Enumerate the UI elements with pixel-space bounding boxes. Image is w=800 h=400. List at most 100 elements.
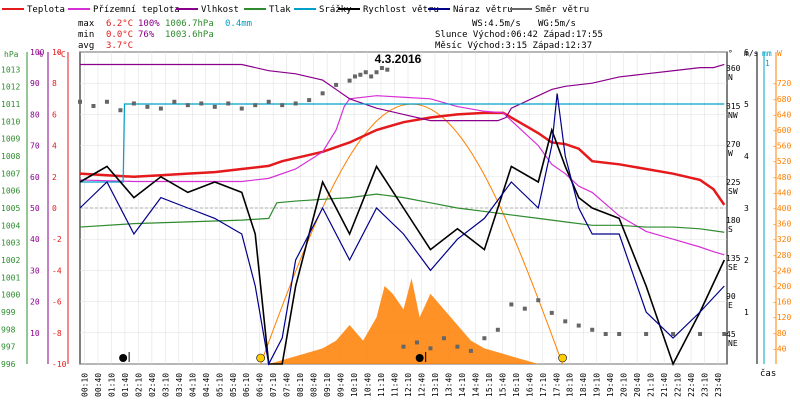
temperature-tick-label: 2	[52, 173, 57, 182]
stats-min-temp: 0.0°C	[106, 30, 133, 40]
x-tick-label: 11:10	[377, 373, 386, 397]
pressure-tick-label: 1005	[1, 204, 20, 213]
wind-direction-point	[118, 108, 123, 113]
wind-direction-point	[172, 99, 177, 104]
x-tick-label: 06:10	[242, 373, 251, 397]
x-tick-label: 00:40	[94, 373, 103, 397]
series-line-vlhkost	[80, 63, 725, 122]
wind-tick-label: 1	[744, 308, 749, 317]
stats-min-hum: 76%	[138, 30, 155, 40]
x-tick-label: 09:10	[323, 373, 332, 397]
direction-tick-dir: NW	[728, 111, 738, 120]
pressure-tick-label: 999	[1, 308, 16, 317]
direction-tick-dir: E	[728, 301, 733, 310]
x-tick-label: 04:40	[202, 373, 211, 397]
direction-tick-value: 270	[726, 140, 741, 149]
solar-tick-label: -400	[772, 204, 791, 213]
x-tick-label: 01:10	[107, 373, 116, 397]
x-tick-label: 04:10	[188, 373, 197, 397]
stats-max-press: 1006.7hPa	[165, 19, 214, 29]
solar-tick-label: -200	[772, 282, 791, 291]
wind-direction-point	[369, 74, 374, 79]
humidity-unit: %	[38, 50, 43, 59]
wind-direction-point	[563, 319, 568, 324]
moon-info: Měsíc Východ:3:15 Západ:12:37	[435, 41, 592, 51]
temperature-tick-label: 10	[52, 48, 62, 57]
astro-markers	[119, 352, 567, 363]
solar-tick-label: -480	[772, 173, 791, 182]
x-tick-label: 11:40	[391, 373, 400, 397]
wind-direction-point	[722, 332, 727, 336]
x-tick-label: 06:40	[256, 373, 265, 397]
wind-direction-point	[509, 302, 514, 307]
pressure-tick-label: 1000	[1, 291, 20, 300]
x-tick-label: 16:10	[512, 373, 521, 397]
wind-speed-info: WS:4.5m/s	[472, 19, 521, 29]
x-tick-label: 18:10	[566, 373, 575, 397]
stats-max-hum: 100%	[138, 19, 160, 29]
wind-direction-point	[145, 104, 150, 109]
temperature-tick-label: -10	[52, 360, 67, 369]
stats-min-label: min	[78, 30, 94, 40]
wind-direction-point	[698, 332, 703, 336]
humidity-tick-label: 10	[30, 329, 40, 338]
pressure-unit: hPa	[4, 50, 19, 59]
solar-tick-label: -520	[772, 157, 791, 166]
x-tick-label: 07:10	[269, 373, 278, 397]
wind-direction-point	[671, 332, 676, 336]
wind-direction-point	[379, 66, 384, 70]
temperature-tick-label: 4	[52, 142, 57, 151]
temperature-tick-label: 0	[52, 204, 57, 213]
series-line-přízemní-teplota	[79, 95, 725, 256]
series-lines	[79, 63, 726, 367]
x-tick-label: 16:40	[525, 373, 534, 397]
pressure-tick-label: 1007	[1, 169, 20, 178]
wind-direction-points	[78, 66, 727, 353]
x-tick-label: 17:40	[552, 373, 561, 397]
x-tick-label: 03:40	[175, 373, 184, 397]
x-tick-label: 10:10	[350, 373, 359, 397]
wind-direction-point	[536, 298, 541, 303]
moonset-marker	[415, 354, 424, 362]
wind-direction-point	[385, 67, 390, 72]
legend-label: Přízemní teplota	[93, 5, 180, 15]
wind-tick-label: 4	[744, 152, 749, 161]
stats-avg-label: avg	[78, 41, 94, 51]
direction-tick-dir: N	[728, 73, 733, 82]
wind-direction-point	[401, 344, 406, 349]
solar-tick-label: -560	[772, 142, 791, 151]
temperature-tick-label: 8	[52, 79, 57, 88]
pressure-tick-label: 996	[1, 360, 16, 369]
wind-direction-point	[441, 336, 446, 341]
x-tick-label: 20:40	[633, 373, 642, 397]
wind-direction-point	[226, 101, 231, 106]
series-line-tlak	[79, 193, 725, 233]
x-tick-label: 18:40	[579, 373, 588, 397]
wind-direction-point	[158, 106, 163, 111]
wind-direction-point	[104, 99, 109, 104]
series-line-srážky	[80, 103, 725, 183]
wind-direction-point	[363, 70, 368, 75]
wind-gust-info: WG:5m/s	[538, 19, 576, 29]
series-line-teplota	[79, 111, 726, 206]
pressure-tick-label: 1009	[1, 135, 20, 144]
legend-label: Tlak	[269, 5, 291, 15]
humidity-tick-label: 60	[30, 173, 40, 182]
x-tick-label: 02:10	[134, 373, 143, 397]
x-tick-label: 21:40	[660, 373, 669, 397]
wind-direction-point	[320, 91, 325, 96]
humidity-tick-label: 100	[30, 48, 45, 57]
humidity-tick-label: 40	[30, 235, 40, 244]
wind-direction-point	[199, 101, 204, 106]
series-line-náraz-větru	[79, 93, 725, 366]
x-tick-label: 05:40	[229, 373, 238, 397]
direction-tick-dir: SE	[728, 263, 738, 272]
wind-direction-point	[185, 103, 190, 108]
humidity-tick-label: 50	[30, 204, 40, 213]
pressure-tick-label: 1011	[1, 100, 20, 109]
wind-direction-point	[576, 323, 581, 328]
x-axis-ticks: 00:10 00:40 01:10 01:40 02:10 02:40 03:10 03:40…	[80, 373, 723, 397]
wind-direction-point	[78, 99, 82, 104]
wind-direction-point	[468, 348, 473, 353]
x-tick-label: 22:10	[674, 373, 683, 397]
